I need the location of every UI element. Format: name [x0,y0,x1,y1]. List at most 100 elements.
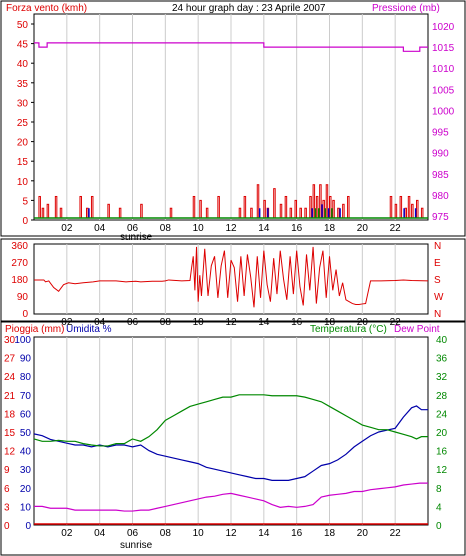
x-tick-label: 10 [193,223,205,234]
humidity-tick-label: 80 [20,372,32,383]
humidity-tick-label: 50 [20,428,32,439]
x-tick-label: 12 [225,528,237,539]
humidity-tick-label: 40 [20,447,32,458]
temperature-tick-label: 40 [436,335,448,346]
pressure-tick-label: 975 [432,212,449,223]
direction-tick-label: 360 [11,241,28,252]
humidity-tick-label: 100 [14,335,31,346]
wind-tick-label: 25 [17,118,29,129]
x-tick-label: 04 [94,528,106,539]
wind-tick-label: 35 [17,79,29,90]
pressure-tick-label: 985 [432,170,449,181]
temperature-tick-label: 16 [436,447,448,458]
temperature-tick-label: 24 [436,409,448,420]
panel-wind-direction-frame [0,238,466,322]
rain-tick-label: 27 [4,354,16,365]
wind-tick-label: 30 [17,98,29,109]
wind-tick-label: 40 [17,59,29,70]
humidity-tick-label: 0 [25,521,31,532]
wind-tick-label: 20 [17,138,29,149]
x-tick-label: 02 [61,528,73,539]
x-tick-label: 12 [225,223,237,234]
wind-tick-label: 50 [17,20,29,31]
wind-avg-bar [88,208,90,218]
x-tick-label: 14 [258,528,270,539]
pressure-tick-label: 995 [432,128,449,139]
x-tick-label: 18 [324,223,336,234]
x-tick-label: 10 [193,528,205,539]
x-tick-label: 04 [94,223,106,234]
compass-tick-label: S [434,275,441,286]
x-tick-label: 20 [357,223,369,234]
pressure-tick-label: 1005 [432,85,455,96]
pressure-tick-label: 1010 [432,64,455,75]
panel1-left-label: Forza vento (kmh) [6,3,87,14]
panel3-rain-label: Pioggia (mm) [5,324,64,335]
temperature-tick-label: 12 [436,465,448,476]
panel3-sunrise-label: sunrise [120,540,153,551]
wind-avg-bar [267,208,269,218]
humidity-tick-label: 20 [20,484,32,495]
rain-tick-label: 24 [4,372,16,383]
wind-tick-label: 15 [17,157,29,168]
panel-wind-pressure-frame [0,0,466,237]
x-tick-label: 02 [61,223,73,234]
panel1-title: 24 hour graph day : 23 Aprile 2007 [172,3,326,14]
wind-calm-bar [314,208,317,218]
direction-tick-label: 270 [11,258,28,269]
x-tick-label: 08 [160,223,172,234]
compass-tick-label: N [434,309,441,320]
wind-avg-bar [414,208,417,218]
compass-tick-label: N [434,241,441,252]
wind-direction-line [34,246,429,308]
x-tick-label: 06 [127,528,139,539]
wind-calm-bar [331,208,333,218]
wind-calm-bar [324,208,327,218]
pressure-tick-label: 980 [432,191,449,202]
wind-calm-bar [318,208,320,218]
rain-tick-label: 30 [4,335,16,346]
x-tick-label: 16 [291,528,303,539]
rain-tick-label: 18 [4,409,16,420]
panel3-dewpoint-label: Dew Point [394,324,440,335]
wind-avg-bar [258,208,261,218]
pressure-tick-label: 1000 [432,106,455,117]
wind-avg-bar [403,208,405,218]
temperature-tick-label: 0 [436,521,442,532]
temperature-tick-label: 4 [436,502,442,513]
pressure-line [34,42,428,52]
compass-tick-label: W [434,292,444,303]
temperature-tick-label: 28 [436,391,448,402]
humidity-line [33,405,428,481]
temperature-line [33,394,428,447]
rain-tick-label: 15 [4,428,16,439]
direction-tick-label: 180 [11,275,28,286]
wind-avg-bar [321,204,323,218]
temperature-tick-label: 32 [436,372,448,383]
panel3-temperature-label: Temperatura (°C) [310,324,387,335]
direction-tick-label: 0 [22,309,28,320]
humidity-tick-label: 30 [20,465,32,476]
wind-tick-label: 0 [22,216,28,227]
panel1-sunrise-label: sunrise [120,232,153,243]
panel-rain-humidity-temp-frame [0,321,466,556]
wind-tick-label: 10 [17,177,29,188]
humidity-tick-label: 90 [20,354,32,365]
wind-avg-bar [327,208,330,218]
x-tick-label: 08 [160,528,172,539]
temperature-tick-label: 36 [436,354,448,365]
x-tick-label: 20 [357,528,369,539]
x-tick-label: 22 [390,223,402,234]
x-tick-label: 22 [390,528,402,539]
temperature-tick-label: 8 [436,484,442,495]
rain-tick-label: 0 [4,521,10,532]
x-tick-label: 16 [291,223,303,234]
rain-tick-label: 3 [4,502,10,513]
compass-tick-label: E [434,258,441,269]
direction-tick-label: 90 [17,292,29,303]
wind-tick-label: 45 [17,40,29,51]
wind-avg-bar [311,208,313,218]
wind-avg-bar [339,208,341,218]
humidity-tick-label: 70 [20,391,32,402]
